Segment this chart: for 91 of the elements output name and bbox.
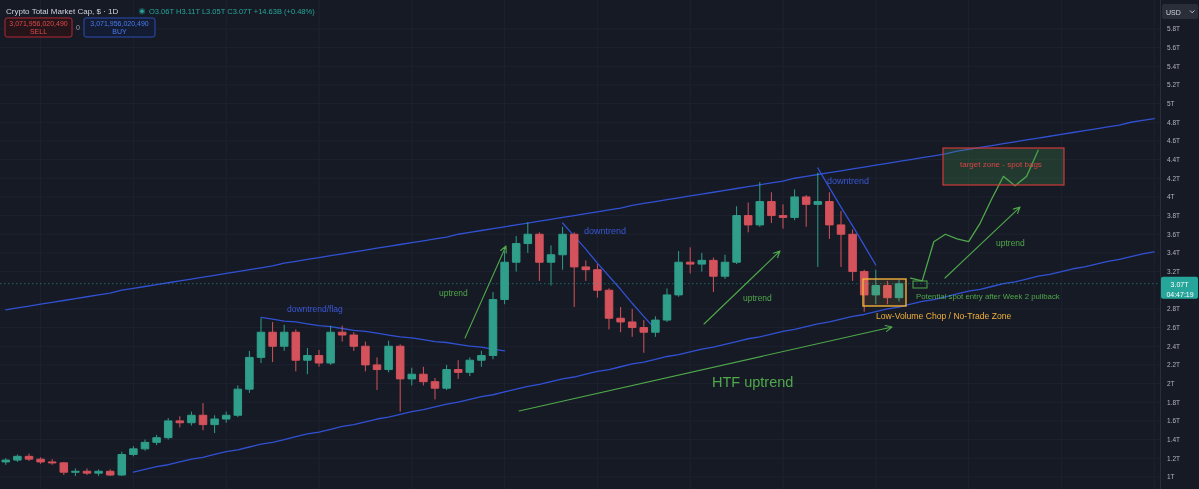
annotation: downtrend [827, 176, 870, 186]
candlestick [871, 269, 881, 305]
candlestick [477, 350, 486, 368]
annotation: target zone - spot bags [960, 160, 1042, 169]
candlestick [836, 210, 846, 268]
candlestick [105, 468, 115, 477]
candlestick [384, 340, 393, 373]
candlestick [511, 235, 521, 273]
candlestick [94, 468, 103, 477]
annotation: uptrend [439, 288, 469, 298]
candlestick [442, 364, 451, 391]
candlestick [732, 205, 741, 265]
candlestick [24, 453, 34, 462]
candlestick [82, 467, 92, 476]
candlestick [129, 445, 138, 457]
annotation: downtrend/flag [287, 304, 344, 314]
candlestick [859, 269, 869, 313]
candlestick [1, 457, 11, 466]
candlestick [801, 194, 811, 228]
candlestick [488, 291, 498, 360]
candlestick [47, 458, 57, 466]
candlestick [453, 359, 463, 380]
candlestick [535, 231, 544, 282]
candlestick [743, 202, 753, 233]
annotation: HTF uptrend [712, 374, 794, 390]
candlestick [419, 366, 428, 386]
candlestick [221, 411, 231, 424]
candlestick [198, 402, 208, 431]
candlestick [36, 456, 45, 465]
candlestick [117, 451, 127, 477]
candlestick [662, 287, 672, 323]
candlestick [593, 263, 602, 299]
candlestick [291, 328, 301, 372]
candlestick [245, 350, 254, 394]
line-series [132, 251, 1155, 473]
candlestick [187, 411, 196, 427]
candlestick [152, 434, 161, 446]
candlestick [326, 325, 335, 366]
candlestick [314, 349, 324, 368]
candlestick [465, 356, 475, 377]
candlestick [372, 356, 382, 391]
candlestick [395, 343, 405, 413]
annotation: downtrend [584, 226, 627, 236]
candlestick [825, 191, 834, 240]
candlestick [894, 279, 904, 302]
annotation: uptrend [996, 238, 1026, 248]
candlestick [279, 324, 289, 352]
candlestick [569, 231, 579, 308]
candlestick [651, 315, 660, 338]
candlestick [848, 229, 857, 282]
candlestick [616, 306, 625, 333]
candlestick [674, 250, 683, 298]
candlestick [268, 321, 277, 363]
candlestick [349, 331, 359, 352]
candlestick [13, 453, 22, 463]
candlestick [778, 203, 788, 230]
candlestick [59, 461, 69, 476]
text: Crypto Total Market Cap, $ · 1D [6, 7, 119, 16]
candlestick [697, 252, 707, 273]
candlestick [210, 414, 219, 434]
candlestick [755, 181, 765, 228]
candlestick [337, 325, 347, 343]
candlestick [813, 172, 823, 268]
candlestick [627, 308, 637, 338]
line-series [260, 316, 506, 352]
candlestick [604, 287, 614, 330]
candlestick [233, 384, 243, 418]
candlestick [163, 417, 173, 441]
candlestick [558, 226, 567, 271]
candlestick [430, 377, 440, 400]
candlestick [407, 367, 417, 386]
candlestick [883, 280, 892, 305]
candlestick [767, 191, 776, 224]
candlestick [140, 439, 150, 452]
candlestick [685, 246, 695, 274]
candlestick [546, 244, 556, 287]
candlestick [175, 415, 185, 428]
annotation: Low-Volume Chop / No-Trade Zone [876, 310, 1012, 321]
candlestick [71, 467, 80, 477]
candlestick [709, 257, 718, 293]
candlestick [256, 317, 266, 364]
annotation: uptrend [743, 293, 773, 303]
candlestick [581, 259, 591, 282]
line-series [817, 167, 877, 266]
candlestick [720, 254, 730, 280]
candlestick [500, 250, 509, 305]
candlestick [639, 319, 649, 354]
candlestick [523, 221, 533, 254]
candlestick [361, 341, 370, 372]
candlestick [790, 188, 799, 221]
candlestick [303, 347, 312, 375]
